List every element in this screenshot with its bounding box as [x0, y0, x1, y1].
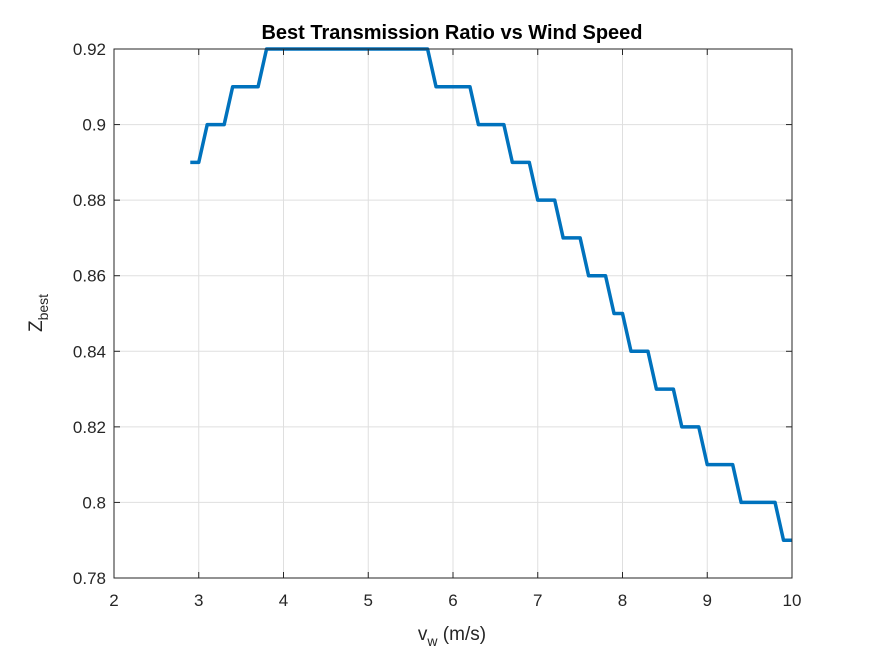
x-axis-label-subscript: w	[426, 633, 438, 649]
x-axis: 2 3 4 5 6 7 8 9 10	[109, 49, 801, 610]
x-tick-label: 5	[364, 591, 373, 610]
x-tick-label: 6	[448, 591, 457, 610]
y-tick-label: 0.82	[73, 418, 106, 437]
y-axis-label-subscript: best	[35, 294, 51, 321]
series-layer	[190, 47, 793, 542]
y-tick-label: 0.78	[73, 569, 106, 588]
y-tick-label: 0.86	[73, 267, 106, 286]
x-tick-label: 10	[783, 591, 802, 610]
chart-title: Best Transmission Ratio vs Wind Speed	[261, 22, 642, 44]
x-tick-label: 4	[279, 591, 288, 610]
y-axis-label-main: Z	[26, 320, 47, 332]
x-axis-label-main: v	[418, 624, 428, 645]
y-tick-label: 0.8	[82, 493, 106, 512]
x-tick-label: 2	[109, 591, 118, 610]
x-tick-label: 7	[533, 591, 542, 610]
x-axis-label: vw (m/s)	[418, 624, 486, 649]
y-axis-label: Zbest	[26, 294, 51, 332]
x-tick-label: 3	[194, 591, 203, 610]
y-tick-label: 0.9	[82, 116, 106, 135]
series-line	[190, 47, 792, 542]
x-tick-label: 9	[703, 591, 712, 610]
x-axis-label-unit: (m/s)	[438, 624, 487, 645]
y-tick-label: 0.84	[73, 342, 106, 361]
x-tick-label: 8	[618, 591, 627, 610]
y-axis: 0.78 0.8 0.82 0.84 0.86 0.88 0.9 0.92	[73, 40, 792, 588]
y-tick-label: 0.88	[73, 191, 106, 210]
y-tick-label: 0.92	[73, 40, 106, 59]
